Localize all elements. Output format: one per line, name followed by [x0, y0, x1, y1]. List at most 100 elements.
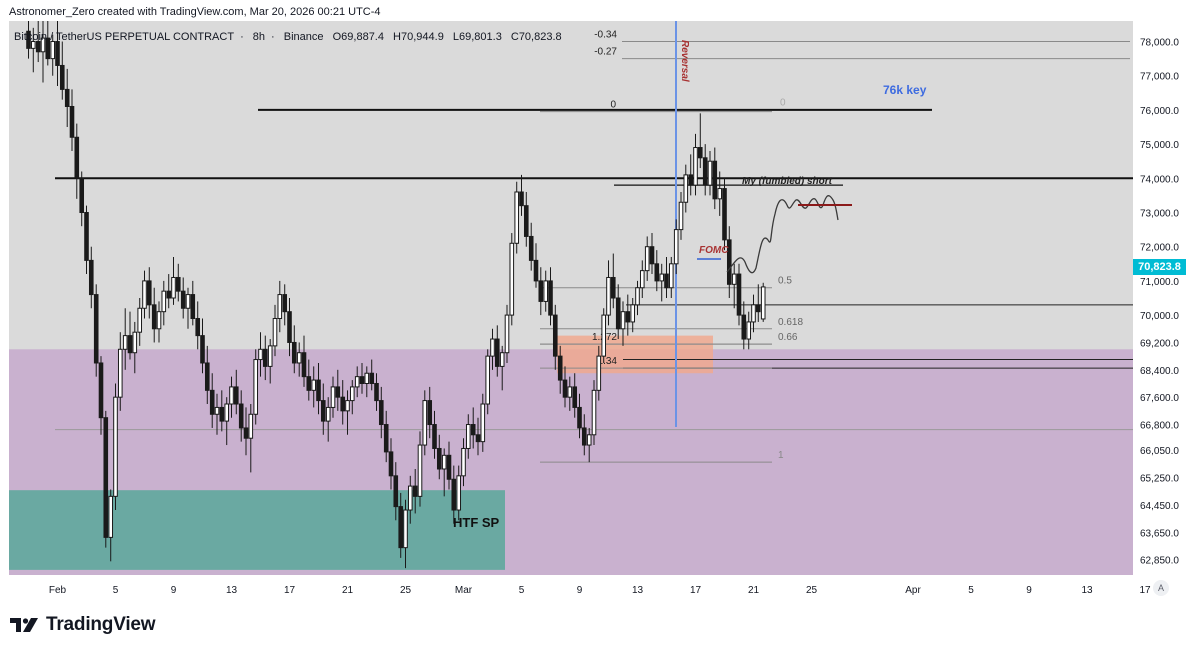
candle-body-37: [204, 362, 210, 391]
x-tick-9-9: 9: [171, 585, 177, 596]
candle-body-19: [117, 348, 123, 398]
candle-body-41: [224, 403, 230, 422]
candle-body-66: [345, 400, 350, 412]
auto-scale-button[interactable]: A: [1153, 580, 1169, 596]
candle-body-77: [398, 506, 404, 549]
short-label: My (fumbled) short: [742, 176, 833, 187]
candle-body-10: [74, 136, 80, 179]
candle-body-70: [364, 372, 370, 384]
candle-body-102: [519, 191, 524, 207]
candle-body-109: [552, 314, 558, 357]
candle-body-127: [639, 270, 645, 289]
candle-body-123: [620, 311, 626, 330]
candle-body-60: [316, 379, 321, 402]
candle-body-91: [465, 424, 471, 449]
candle-body-9: [69, 105, 75, 138]
x-tick-13-41: 13: [632, 585, 644, 596]
candle-body-22: [132, 331, 138, 354]
candle-body-90: [461, 447, 466, 477]
y-tick-68400: 68,400.0: [1140, 366, 1179, 377]
candle-body-53: [282, 294, 288, 313]
candle-body-52: [277, 294, 283, 320]
candle-body-137: [688, 174, 694, 186]
candle-body-107: [543, 280, 549, 302]
y-tick-66800: 66,800.0: [1140, 421, 1179, 432]
symbol-interval[interactable]: 8h: [252, 31, 266, 43]
symbol-name[interactable]: Bitcoin / TetherUS PERPETUAL CONTRACT: [14, 31, 235, 43]
x-tick-5-64: 5: [968, 585, 974, 596]
candle-body-141: [707, 160, 713, 186]
candle-body-114: [577, 406, 582, 429]
candle-body-36: [200, 335, 205, 364]
y-tick-76000: 76,000.0: [1140, 106, 1179, 117]
candle-body-73: [378, 400, 384, 426]
candle-body-151: [755, 304, 761, 313]
candle-body-6: [55, 41, 60, 66]
candle-body-3: [40, 37, 46, 53]
candle-body-46: [248, 413, 254, 439]
key-label: 76k key: [883, 83, 927, 97]
candle-body-27: [156, 311, 162, 330]
candle-body-45: [243, 427, 249, 439]
candle-body-26: [151, 304, 157, 330]
candle-body-4: [45, 37, 51, 60]
tradingview-brand[interactable]: TradingView: [10, 614, 156, 636]
candle-body-87: [446, 454, 452, 480]
candle-body-35: [195, 318, 201, 337]
candle-body-126: [635, 287, 640, 306]
candle-body-108: [548, 280, 553, 316]
candle-body-86: [441, 454, 447, 470]
candle-body-144: [722, 188, 727, 241]
candle-body-129: [649, 246, 655, 265]
candle-body-48: [258, 348, 263, 361]
tradingview-logo-icon: [10, 618, 38, 632]
candle-body-147: [736, 273, 742, 316]
candle-body-54: [287, 311, 292, 343]
y-tick-78000: 78,000.0: [1140, 38, 1179, 49]
candle-body-93: [475, 434, 481, 443]
candle-body-31: [175, 276, 181, 292]
x-tick-Mar-29: Mar: [455, 585, 473, 596]
htf-sp-label: HTF SP: [453, 515, 500, 530]
y-tick-70000: 70,000.0: [1140, 311, 1179, 322]
candle-body-148: [741, 314, 747, 340]
candle-body-132: [664, 273, 669, 289]
candle-body-83: [427, 400, 433, 426]
candle-body-139: [697, 147, 703, 159]
candle-body-44: [238, 403, 244, 429]
y-tick-65250: 65,250.0: [1140, 474, 1179, 485]
fib-label-0-right: 0: [780, 98, 786, 109]
y-tick-67600: 67,600.0: [1140, 393, 1179, 404]
candle-body-142: [712, 160, 718, 200]
candle-body-111: [562, 379, 568, 398]
candle-body-98: [499, 352, 505, 367]
candle-body-7: [59, 64, 65, 90]
candle-body-39: [214, 406, 220, 415]
candle-body-120: [606, 276, 611, 316]
candle-body-30: [171, 276, 176, 299]
fib-label-0.618: 0.618: [778, 317, 803, 328]
candle-body-82: [422, 400, 428, 446]
y-tick-75000: 75,000.0: [1140, 140, 1179, 151]
candle-body-104: [528, 235, 534, 261]
x-tick-17-45: 17: [690, 585, 702, 596]
x-tick-13-72: 13: [1081, 585, 1093, 596]
brand-name: TradingView: [46, 614, 156, 635]
candle-body-2: [35, 41, 41, 53]
ohlc-open: O69,887.4: [332, 31, 384, 43]
symbol-legend: Bitcoin / TetherUS PERPETUAL CONTRACT · 8…: [14, 31, 562, 43]
x-tick-5-33: 5: [519, 585, 525, 596]
candle-body-29: [166, 290, 172, 299]
candle-body-119: [601, 314, 607, 357]
orange-zone: [557, 335, 713, 374]
candle-body-124: [625, 311, 631, 323]
candle-body-138: [693, 147, 698, 186]
candle-body-20: [122, 335, 128, 350]
candle-body-33: [185, 294, 191, 309]
x-tick-21-21: 21: [342, 585, 354, 596]
fib-label-0: 0: [610, 100, 616, 111]
x-tick-9-68: 9: [1026, 585, 1032, 596]
candle-body-105: [533, 259, 539, 282]
candle-body-121: [610, 276, 616, 299]
